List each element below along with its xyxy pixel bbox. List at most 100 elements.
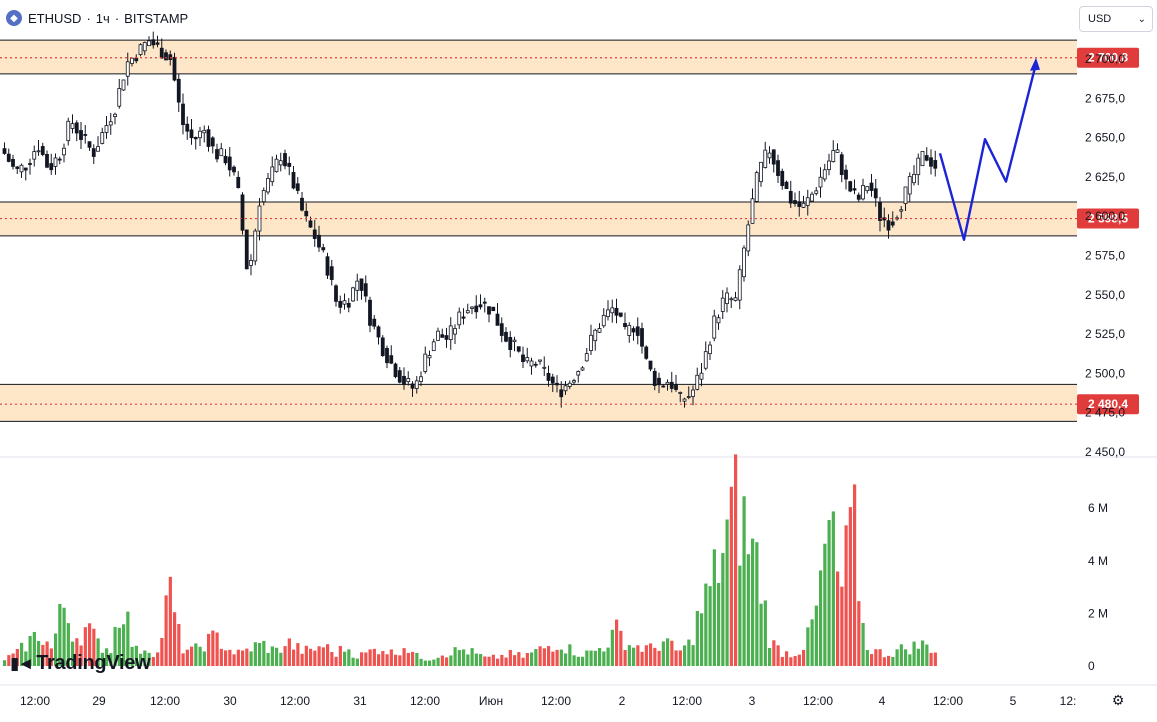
- volume-bar: [797, 654, 801, 666]
- candle-up: [597, 328, 602, 333]
- candle-up: [448, 325, 453, 341]
- candle-down: [844, 169, 848, 180]
- candle-up: [266, 178, 270, 193]
- volume-bar: [538, 646, 542, 666]
- candle-up: [712, 315, 717, 339]
- interval-label: 1ч: [95, 10, 110, 26]
- candle-up: [567, 382, 572, 387]
- candle-down: [240, 194, 245, 231]
- candle-up: [453, 328, 457, 335]
- volume-bar: [419, 658, 423, 666]
- volume-bar: [190, 646, 194, 666]
- candle-up: [835, 149, 840, 153]
- volume-bar: [496, 658, 500, 666]
- price-tick-label: 2 675,0: [1085, 91, 1125, 105]
- candle-up: [737, 269, 742, 301]
- volume-bar: [555, 649, 559, 666]
- volume-bar: [734, 454, 738, 666]
- candle-up: [202, 129, 207, 134]
- symbol-header[interactable]: ◆ ETHUSD · 1ч · BITSTAMP: [6, 8, 193, 28]
- volume-bar: [415, 652, 419, 666]
- volume-bar: [474, 653, 478, 666]
- volume-bar: [504, 657, 508, 666]
- candle-up: [249, 259, 253, 266]
- candle-up: [805, 197, 810, 206]
- candle-up: [691, 389, 695, 397]
- tradingview-logo[interactable]: ▮◄ TradingView: [10, 652, 151, 675]
- volume-bar: [861, 622, 865, 666]
- volume-bar: [717, 582, 721, 666]
- candle-down: [487, 306, 491, 315]
- symbol-name: ETHUSD: [28, 10, 82, 26]
- volume-bar: [453, 647, 457, 666]
- candle-down: [291, 172, 296, 189]
- time-tick-label: 12:00: [150, 694, 180, 708]
- volume-bar: [236, 649, 240, 666]
- volume-bar: [704, 583, 708, 666]
- candle-down: [151, 39, 156, 46]
- price-tick-label: 2 500,0: [1085, 366, 1125, 380]
- candle-up: [610, 307, 615, 314]
- volume-bar: [105, 648, 109, 666]
- volume-bar: [479, 654, 483, 666]
- time-tick-label: 4: [879, 694, 886, 708]
- candle-up: [716, 317, 721, 324]
- volume-bar: [649, 643, 653, 666]
- volume-bar: [139, 653, 143, 666]
- candle-down: [49, 163, 54, 171]
- volume-bar: [772, 640, 776, 666]
- candle-down: [402, 375, 406, 386]
- candle-down: [168, 54, 173, 60]
- volume-bar: [330, 652, 334, 666]
- candles: [2, 31, 938, 408]
- volume-bar: [768, 647, 772, 666]
- volume-bar: [895, 649, 899, 666]
- candle-up: [742, 247, 746, 278]
- volume-bar: [615, 619, 619, 666]
- candle-up: [62, 147, 66, 156]
- candle-down: [227, 156, 232, 171]
- candle-up: [113, 113, 117, 117]
- candle-up: [274, 158, 279, 173]
- volume-bar: [45, 641, 49, 666]
- volume-bar: [814, 605, 818, 666]
- volume-bar: [343, 651, 347, 666]
- volume-bar: [831, 511, 835, 666]
- header-separator: ·: [114, 10, 120, 26]
- candle-down: [788, 190, 793, 204]
- volume-bar: [49, 648, 53, 666]
- candle-down: [929, 157, 933, 167]
- candle-down: [312, 229, 317, 239]
- candle-up: [916, 157, 921, 176]
- candle-up: [138, 44, 143, 55]
- volume-bar: [219, 648, 223, 666]
- volume-bar: [670, 640, 674, 666]
- volume-tick-label: 2 M: [1088, 606, 1108, 620]
- gear-icon[interactable]: ⚙: [1111, 692, 1125, 708]
- volume-bar: [933, 652, 937, 666]
- candle-up: [746, 224, 751, 252]
- volume-bar: [304, 645, 308, 666]
- candle-down: [300, 197, 304, 211]
- volume-bar: [232, 654, 236, 666]
- volume-bar: [542, 648, 546, 666]
- volume-bar: [789, 657, 793, 666]
- candle-up: [419, 376, 423, 382]
- volume-bar: [929, 652, 933, 666]
- price-level-label: 2 598,5: [1088, 212, 1128, 226]
- volume-bar: [394, 654, 398, 666]
- volume-bar: [364, 652, 368, 666]
- candle-up: [142, 42, 147, 52]
- volume-bar: [806, 627, 810, 666]
- currency-dropdown[interactable]: USD ⌄: [1079, 6, 1153, 32]
- volume-bar: [853, 484, 857, 666]
- candle-up: [912, 173, 916, 184]
- candle-down: [640, 328, 644, 347]
- candle-up: [763, 149, 768, 168]
- time-tick-label: 31: [353, 694, 367, 708]
- volume-bar: [215, 632, 219, 666]
- candle-down: [784, 181, 789, 189]
- candle-up: [470, 306, 474, 309]
- volume-bar: [15, 649, 19, 666]
